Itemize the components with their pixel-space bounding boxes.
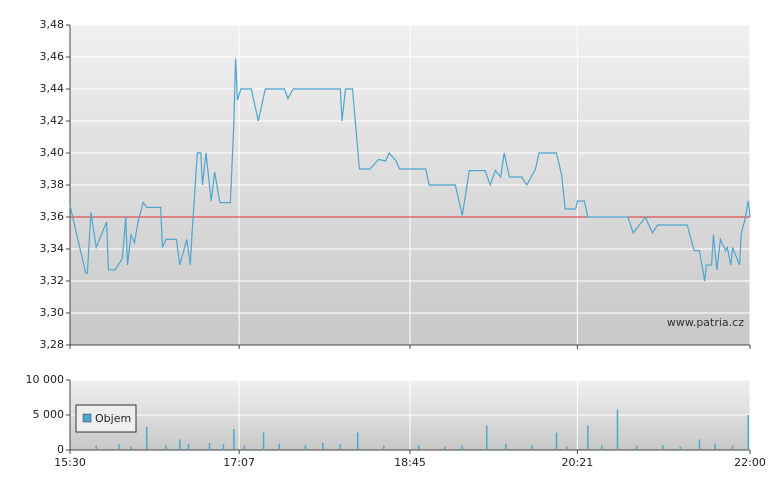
volume-bar	[616, 409, 619, 450]
volume-bar	[165, 445, 167, 450]
volume-bar	[698, 439, 701, 450]
volume-bar	[187, 443, 190, 450]
y-tick-label: 10 000	[26, 373, 65, 386]
volume-bar	[417, 445, 420, 450]
volume-bar	[662, 445, 664, 450]
volume-bar	[383, 445, 385, 450]
price-line	[69, 58, 751, 282]
volume-bar	[130, 446, 132, 450]
volume-bar	[679, 446, 682, 450]
volume-bar	[179, 439, 181, 450]
volume-bar	[262, 432, 265, 450]
y-tick-label: 3,38	[40, 178, 65, 191]
volume-bar	[208, 443, 211, 450]
y-tick-label: 3,28	[40, 338, 65, 351]
watermark: www.patria.cz	[667, 316, 744, 329]
volume-bar	[531, 445, 533, 450]
y-tick-label: 3,48	[40, 18, 65, 31]
legend-label: Objem	[95, 412, 131, 425]
y-tick-label: 3,30	[40, 306, 65, 319]
y-tick-label: 3,40	[40, 146, 65, 159]
volume-bar	[278, 443, 280, 450]
volume-bar	[118, 444, 120, 450]
volume-bar	[304, 445, 307, 450]
y-tick-label: 0	[57, 443, 64, 456]
volume-bar	[601, 445, 603, 450]
y-tick-label: 3,32	[40, 274, 65, 287]
volume-bar	[233, 429, 235, 450]
volume-bar	[555, 432, 558, 450]
legend-swatch	[82, 413, 92, 423]
x-tick-label: 17:07	[223, 456, 255, 469]
volume-bar	[747, 415, 750, 450]
x-tick-label: 18:45	[394, 456, 426, 469]
volume-bar	[635, 445, 638, 450]
volume-bar	[566, 446, 568, 450]
volume-bar	[714, 443, 716, 450]
volume-bar	[145, 426, 148, 450]
volume-bar	[587, 425, 589, 450]
y-tick-label: 3,44	[40, 82, 65, 95]
y-tick-label: 3,36	[40, 210, 65, 223]
volume-bar	[485, 425, 488, 450]
volume-bar	[356, 432, 359, 450]
y-tick-label: 5 000	[33, 408, 65, 421]
x-tick-label: 20:21	[562, 456, 594, 469]
volume-bar	[505, 443, 507, 450]
y-tick-label: 3,42	[40, 114, 65, 127]
volume-bar	[243, 445, 246, 450]
volume-bar	[322, 443, 324, 450]
volume-bar	[95, 445, 97, 450]
volume-bar	[339, 444, 342, 450]
y-tick-label: 3,34	[40, 242, 65, 255]
volume-bar	[222, 444, 225, 450]
x-tick-label: 15:30	[54, 456, 86, 469]
volume-bar	[731, 445, 734, 450]
volume-bar	[461, 445, 464, 450]
x-tick-label: 22:00	[734, 456, 766, 469]
y-tick-label: 3,46	[40, 50, 65, 63]
volume-bar	[444, 446, 446, 450]
